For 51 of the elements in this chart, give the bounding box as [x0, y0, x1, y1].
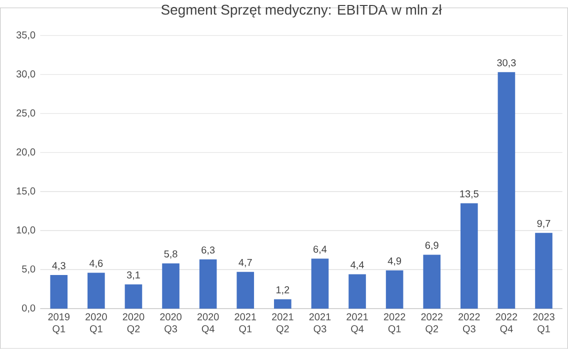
- bar: [88, 272, 105, 309]
- x-tick-label: 2021 Q1: [234, 313, 256, 334]
- bar: [199, 260, 217, 309]
- bar: [498, 72, 516, 309]
- x-tick-label: 2021 Q3: [309, 313, 331, 334]
- bar: [535, 233, 552, 309]
- x-tick-label: 2020 Q2: [122, 313, 144, 334]
- x-tick-label: 2023 Q1: [533, 313, 554, 334]
- data-label: 4,6: [89, 260, 103, 268]
- bar: [348, 274, 366, 309]
- data-label: 5,8: [164, 250, 178, 259]
- data-label: 6,3: [202, 246, 215, 255]
- bar: [236, 272, 254, 309]
- x-tick-label: 2021 Q4: [346, 313, 368, 334]
- y-tick-label: 20,0: [16, 148, 36, 157]
- data-label: 30,3: [497, 59, 516, 68]
- x-tick-label: 2020 Q1: [86, 313, 107, 334]
- y-tick-label: 30,0: [16, 70, 36, 79]
- data-label: 4,9: [388, 257, 402, 266]
- y-tick-label: 15,0: [16, 188, 36, 196]
- y-tick-label: 10,0: [16, 226, 36, 235]
- y-tick-label: 5,0: [22, 266, 36, 274]
- x-tick-label: 2020 Q3: [160, 313, 182, 334]
- x-tick-label: 2022 Q1: [384, 313, 406, 334]
- y-tick-label: 0,0: [22, 304, 36, 313]
- x-tick-label: 2022 Q4: [496, 313, 518, 334]
- data-label: 6,9: [425, 242, 438, 250]
- x-tick-label: 2022 Q2: [421, 313, 442, 334]
- bar: [311, 258, 329, 309]
- y-tick-label: 25,0: [16, 109, 36, 118]
- data-label: 9,7: [537, 220, 550, 228]
- data-label: 4,4: [350, 261, 364, 270]
- x-tick-label: 2020 Q4: [197, 313, 219, 334]
- x-tick-label: 2021 Q2: [272, 313, 294, 334]
- bar: [162, 263, 180, 309]
- bar: [124, 284, 142, 309]
- bar: [386, 270, 404, 309]
- x-tick-label: 2019 Q1: [48, 313, 70, 334]
- data-label: 6,4: [314, 246, 327, 254]
- y-tick-label: 35,0: [16, 31, 36, 40]
- x-tick-label: 2022 Q3: [458, 313, 480, 334]
- chart-title: Segment Sprzęt medyczny: EBITDA w mln zł: [161, 4, 442, 18]
- data-label: 1,2: [276, 286, 290, 295]
- data-label: 4,7: [238, 259, 252, 268]
- bar: [274, 299, 292, 309]
- bar: [50, 275, 68, 309]
- data-label: 4,3: [52, 262, 66, 270]
- bar: [460, 203, 478, 309]
- data-label: 13,5: [460, 190, 478, 199]
- data-label: 3,1: [126, 272, 140, 280]
- bar: [423, 254, 441, 309]
